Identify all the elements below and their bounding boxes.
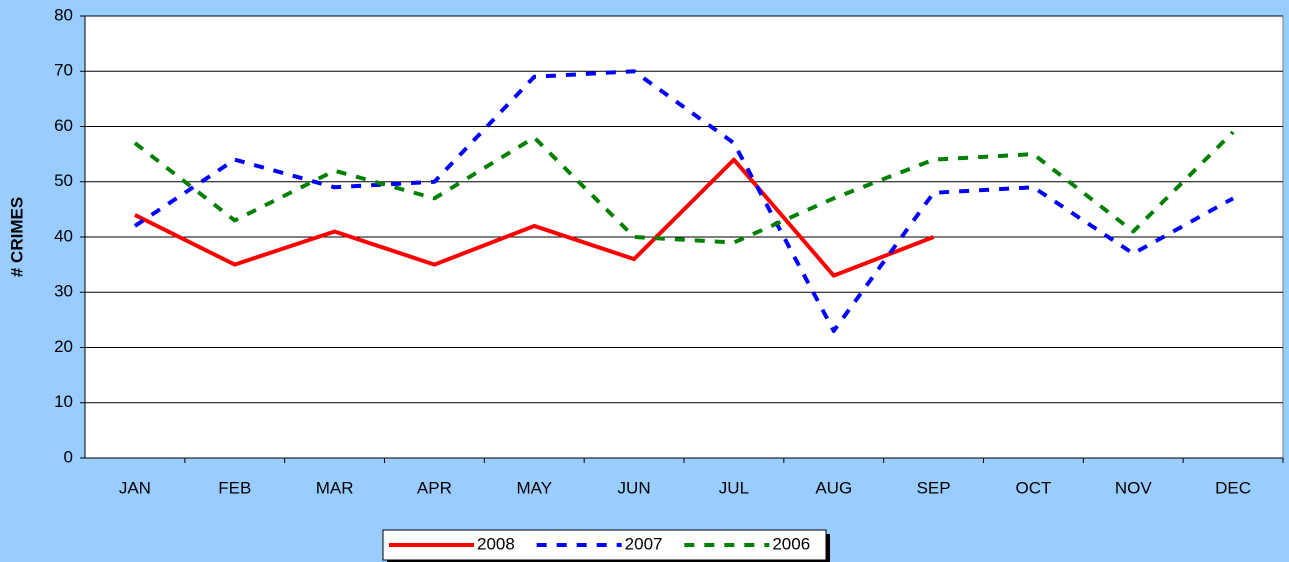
y-tick-label: 70 xyxy=(54,61,73,80)
y-axis-title: # CRIMES xyxy=(7,197,26,277)
y-tick-label: 30 xyxy=(54,282,73,301)
x-tick-label: JAN xyxy=(119,478,151,497)
y-tick-label: 40 xyxy=(54,226,73,245)
series-line xyxy=(133,130,1235,245)
legend-label: 2008 xyxy=(477,534,515,553)
series-line xyxy=(133,69,1235,333)
x-tick-label: JUN xyxy=(618,478,651,497)
legend-label: 2007 xyxy=(625,534,663,553)
y-tick-label: 10 xyxy=(54,392,73,411)
y-tick-label: 0 xyxy=(64,447,73,466)
legend-label: 2006 xyxy=(772,534,810,553)
x-tick-label: NOV xyxy=(1115,478,1153,497)
x-tick-label: DEC xyxy=(1215,478,1251,497)
x-tick-label: JUL xyxy=(719,478,749,497)
x-tick-label: SEP xyxy=(917,478,951,497)
series-line xyxy=(134,157,935,278)
x-tick-label: MAR xyxy=(316,478,354,497)
x-tick-label: MAY xyxy=(516,478,552,497)
y-tick-label: 50 xyxy=(54,171,73,190)
x-tick-label: FEB xyxy=(218,478,251,497)
y-tick-label: 20 xyxy=(54,337,73,356)
y-tick-label: 80 xyxy=(54,5,73,24)
x-tick-label: AUG xyxy=(815,478,852,497)
y-tick-label: 60 xyxy=(54,116,73,135)
x-tick-label: APR xyxy=(417,478,452,497)
x-tick-label: OCT xyxy=(1015,478,1051,497)
